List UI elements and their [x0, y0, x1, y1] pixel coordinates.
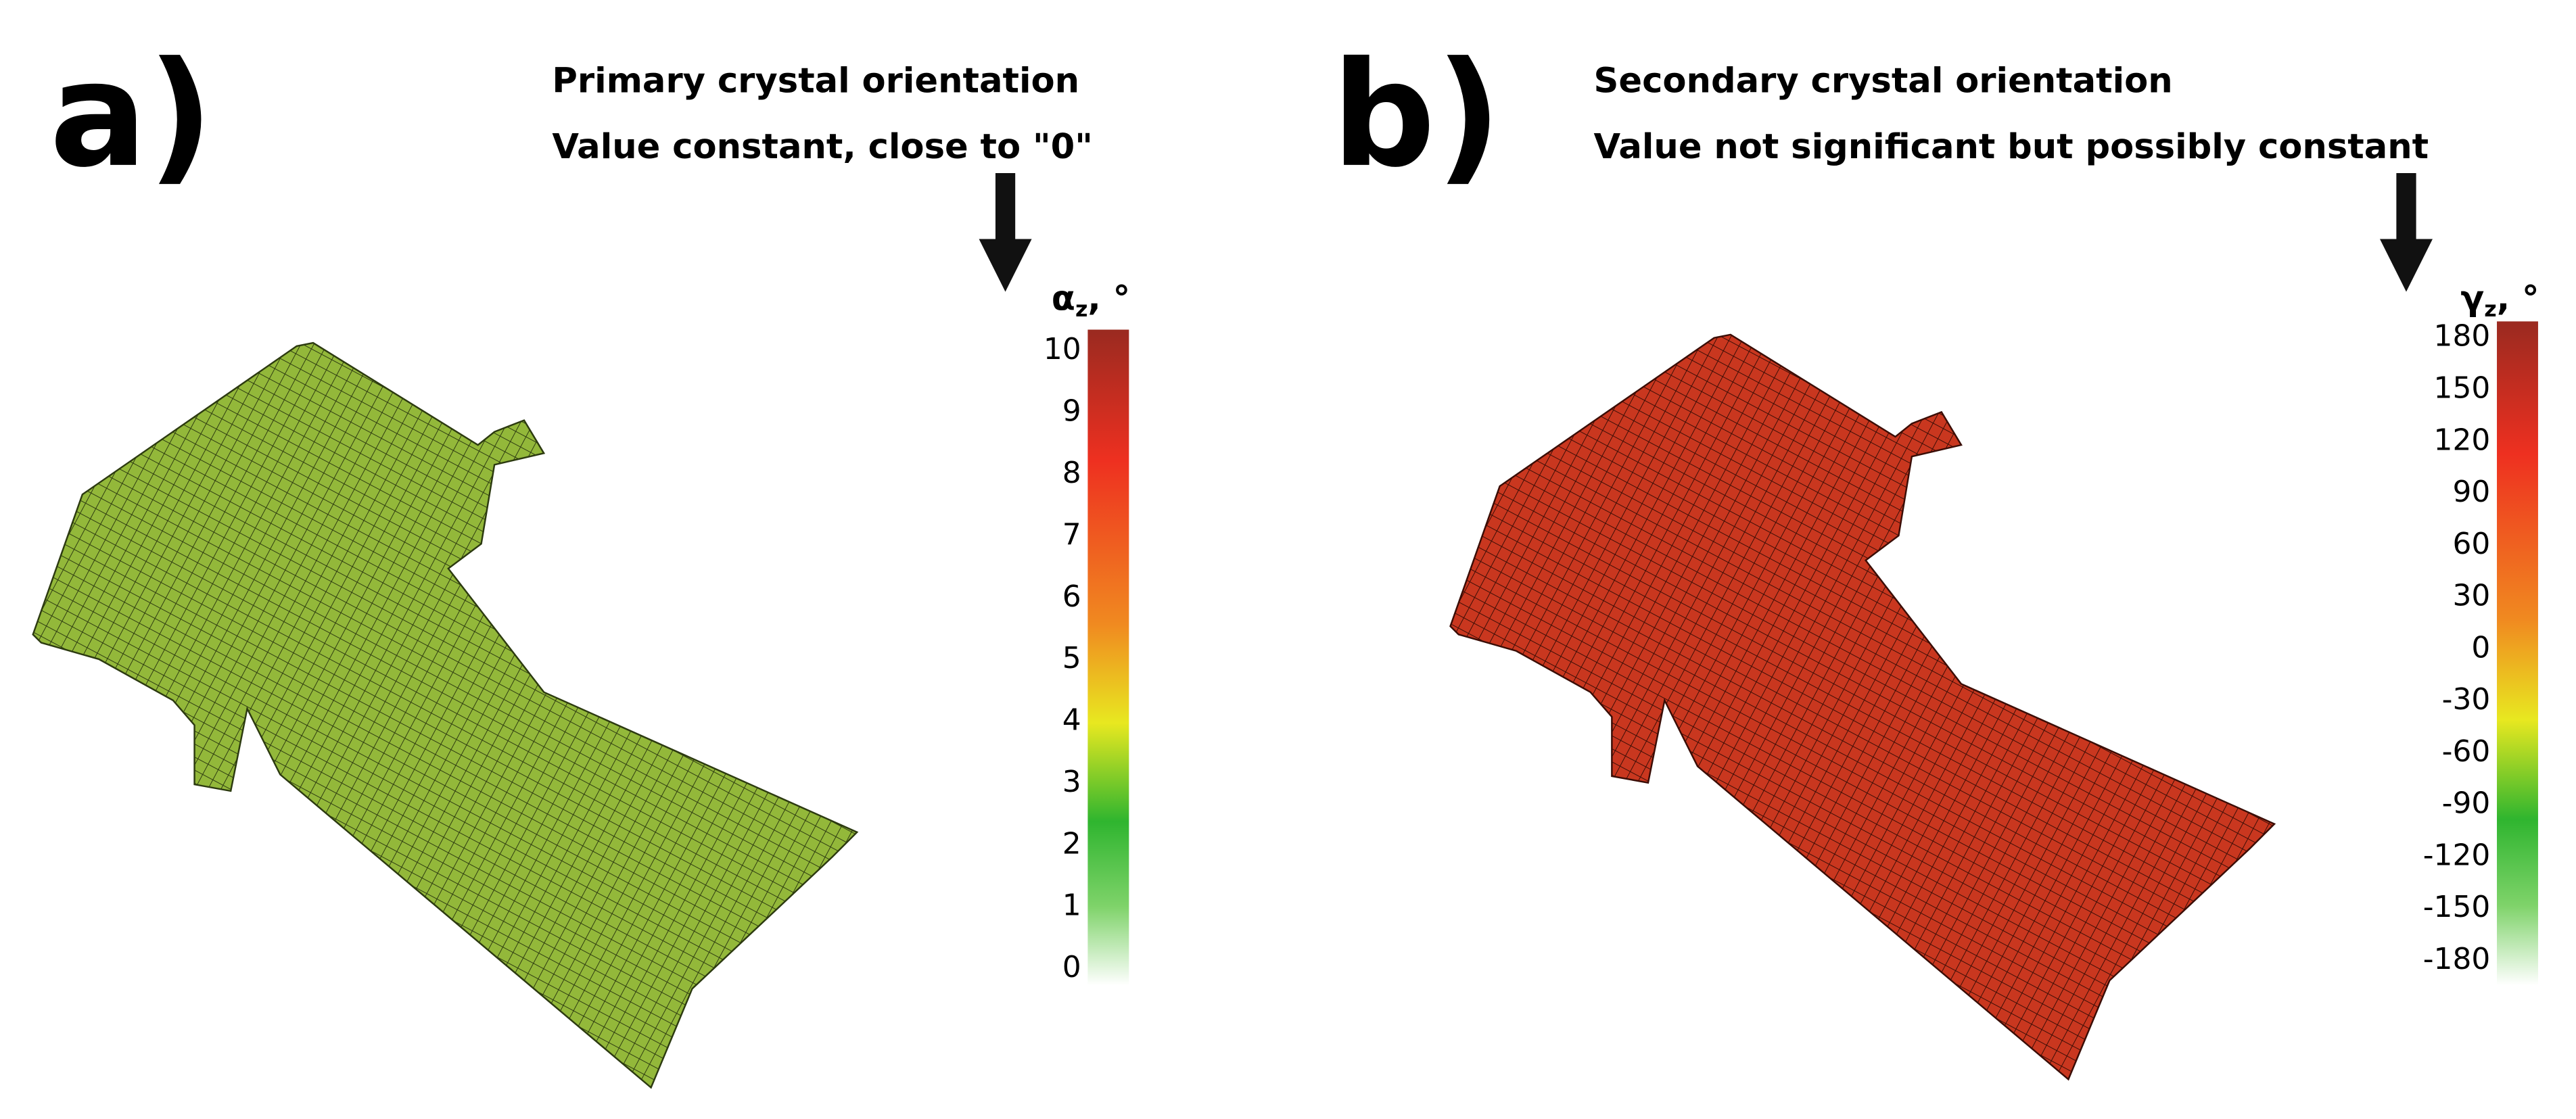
tick-label: 7 [1062, 517, 1081, 552]
arrow [979, 173, 1032, 292]
tick-label: 150 [2434, 371, 2491, 405]
tick-label: 180 [2434, 319, 2491, 354]
subscript: z [1075, 297, 1087, 322]
tick-label: 30 [2452, 579, 2490, 613]
tick-label: -90 [2442, 786, 2491, 821]
tick-label: 0 [2471, 630, 2490, 665]
mesh-surface [32, 341, 858, 1089]
tick-label: 60 [2452, 527, 2490, 561]
tick-label: -180 [2423, 942, 2491, 976]
unit: , ° [1087, 279, 1130, 318]
tick-label: -30 [2442, 682, 2491, 717]
tick-label: 8 [1062, 456, 1081, 490]
symbol: α [1052, 279, 1075, 318]
tick-label: 120 [2434, 423, 2491, 457]
unit: , ° [2497, 279, 2539, 318]
colorbar-label: γz, ° [2460, 279, 2539, 322]
mesh-surface [1449, 333, 2276, 1080]
panel-label: b) [1332, 30, 1502, 199]
tick-label: 2 [1062, 826, 1081, 861]
tick-label: 9 [1062, 394, 1081, 429]
tick-label: -60 [2442, 734, 2491, 769]
tick-label: 90 [2452, 475, 2490, 509]
tick-label: 6 [1062, 579, 1081, 614]
tick-label: 5 [1062, 641, 1081, 675]
panel-title: Secondary crystal orientation [1594, 62, 2173, 101]
tick-label: 4 [1062, 703, 1081, 738]
tick-label: -150 [2423, 890, 2491, 924]
arrow [2379, 173, 2433, 292]
tick-label: 1 [1062, 888, 1081, 923]
panel-label: a) [49, 30, 214, 199]
panel-title: Value not significant but possibly const… [1594, 127, 2429, 167]
colorbar [2497, 321, 2538, 986]
tick-label: 0 [1062, 950, 1081, 984]
colorbar-label: αz, ° [1052, 279, 1130, 322]
tick-label: -120 [2423, 838, 2491, 872]
tick-label: 3 [1062, 765, 1081, 799]
subscript: z [2484, 297, 2496, 322]
tick-label: 10 [1044, 332, 1081, 366]
panel-title: Value constant, close to "0" [552, 127, 1092, 167]
panel-title: Primary crystal orientation [552, 62, 1079, 101]
symbol: γ [2460, 279, 2484, 318]
colorbar [1087, 329, 1129, 986]
